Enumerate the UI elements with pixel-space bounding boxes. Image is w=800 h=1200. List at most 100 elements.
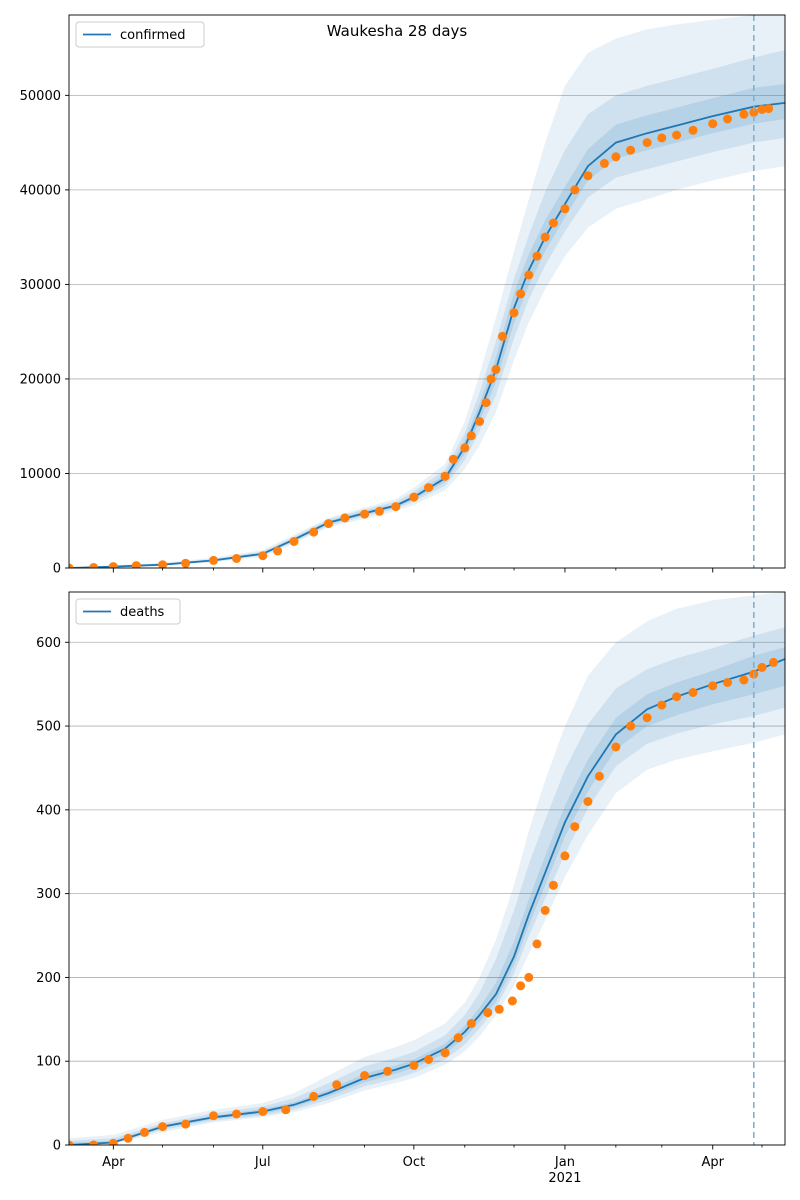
data-point xyxy=(258,1107,268,1116)
legend-label: confirmed xyxy=(120,28,186,43)
uncertainty-band xyxy=(69,50,785,568)
legend: confirmed xyxy=(75,21,205,48)
data-point xyxy=(540,905,550,915)
plot-area xyxy=(69,15,785,568)
data-point xyxy=(374,506,384,516)
y-tick-label: 600 xyxy=(36,636,61,651)
data-point xyxy=(611,152,621,162)
data-point xyxy=(89,1140,99,1145)
uncertainty-band xyxy=(69,627,785,1145)
legend-box xyxy=(75,21,205,48)
axes-frame xyxy=(68,591,786,1146)
axes-frame xyxy=(68,14,786,569)
data-point xyxy=(424,1055,434,1064)
y-tick-label: 40000 xyxy=(20,183,61,198)
y-tick-label: 100 xyxy=(36,1055,61,1070)
data-point xyxy=(570,185,580,195)
data-point xyxy=(540,232,550,242)
data-point xyxy=(158,1122,168,1132)
y-tick-label: 20000 xyxy=(20,372,61,387)
data-point xyxy=(672,692,682,702)
data-point xyxy=(672,130,682,140)
data-point xyxy=(708,119,718,129)
data-point xyxy=(440,471,450,481)
data-point xyxy=(258,551,268,561)
data-point xyxy=(548,218,558,228)
data-point xyxy=(232,1109,241,1119)
x-tick-label: Oct xyxy=(403,1155,425,1170)
data-point xyxy=(391,502,401,512)
data-point xyxy=(642,138,652,148)
data-point xyxy=(749,107,759,117)
data-point xyxy=(757,105,767,114)
y-tick-label: 30000 xyxy=(20,278,61,293)
data-point xyxy=(532,939,542,949)
data-point xyxy=(140,1127,149,1137)
data-point xyxy=(209,555,218,565)
uncertainty-band xyxy=(69,647,785,1145)
data-point xyxy=(516,289,526,299)
data-point xyxy=(108,562,118,568)
data-point xyxy=(108,1138,118,1145)
data-point xyxy=(123,1133,133,1143)
data-point xyxy=(232,554,241,563)
data-point xyxy=(409,492,419,502)
x-tick-sublabel: 2021 xyxy=(548,1171,581,1186)
data-point xyxy=(524,972,534,982)
data-point xyxy=(466,431,476,441)
data-point xyxy=(507,996,517,1006)
data-point xyxy=(642,713,652,723)
data-point xyxy=(69,1140,74,1145)
y-tick-label: 500 xyxy=(36,720,61,735)
data-point xyxy=(281,1105,291,1115)
data-point xyxy=(688,688,698,697)
data-point xyxy=(309,527,319,537)
data-point xyxy=(769,657,778,667)
data-point xyxy=(708,681,718,691)
data-point xyxy=(69,563,74,568)
data-point xyxy=(498,331,507,341)
data-point xyxy=(657,133,667,143)
data-point xyxy=(324,519,333,529)
data-point xyxy=(626,721,636,731)
data-point xyxy=(723,114,732,124)
y-tick-label: 10000 xyxy=(20,467,61,482)
data-point xyxy=(481,398,491,408)
data-point xyxy=(739,109,749,119)
data-point xyxy=(466,1019,476,1028)
data-point xyxy=(657,700,667,710)
data-point xyxy=(340,513,350,523)
x-tick-label: Jan xyxy=(554,1155,575,1170)
x-tick-label: Jul xyxy=(254,1155,271,1170)
data-point xyxy=(599,158,609,168)
data-point xyxy=(181,1119,191,1129)
data-point xyxy=(89,563,99,568)
data-point xyxy=(688,125,698,135)
data-point xyxy=(309,1091,319,1101)
y-tick-label: 0 xyxy=(53,562,61,577)
data-point xyxy=(532,251,542,261)
data-point xyxy=(460,443,470,453)
legend-label: deaths xyxy=(120,605,165,620)
y-tick-label: 300 xyxy=(36,887,61,902)
data-point xyxy=(509,308,519,318)
y-tick-label: 0 xyxy=(53,1139,61,1154)
data-point xyxy=(273,546,283,556)
data-point xyxy=(383,1066,393,1076)
data-point xyxy=(516,981,526,991)
figure-title: Waukesha 28 days xyxy=(327,22,468,40)
plot-area xyxy=(69,592,785,1145)
data-point xyxy=(332,1080,342,1090)
data-point xyxy=(360,509,370,519)
data-point xyxy=(448,454,458,464)
y-tick-label: 200 xyxy=(36,971,61,986)
data-point xyxy=(611,742,621,752)
data-point xyxy=(560,204,570,214)
data-point xyxy=(424,483,434,493)
legend-box xyxy=(75,598,181,625)
data-point xyxy=(626,145,636,155)
data-point xyxy=(181,558,191,568)
y-tick-label: 50000 xyxy=(20,89,61,104)
data-point xyxy=(486,374,496,384)
